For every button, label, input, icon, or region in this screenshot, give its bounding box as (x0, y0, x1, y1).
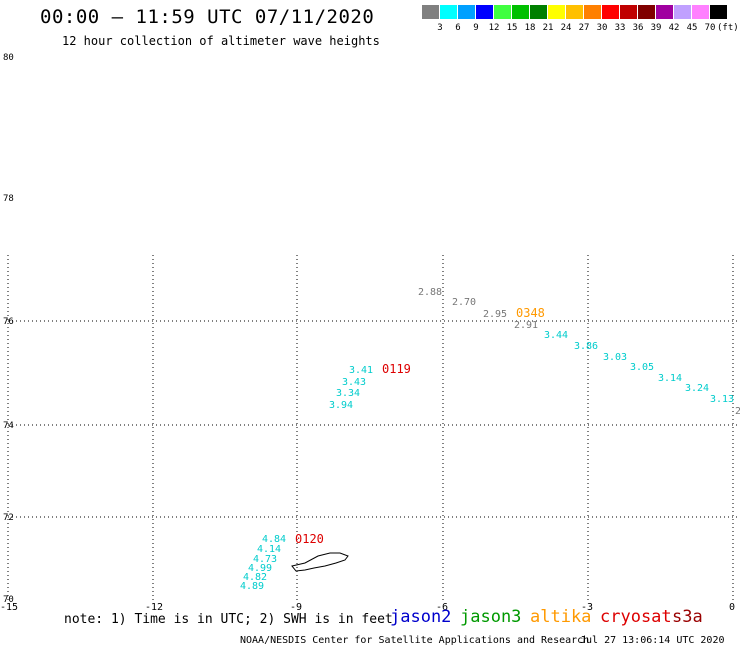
map-subtitle: 12 hour collection of altimeter wave hei… (62, 34, 380, 48)
legend-swatch (476, 5, 494, 19)
lon-label-0: 0 (729, 602, 735, 613)
wave-height-label: 3.41 (349, 365, 373, 376)
edge-wave-label: 2 (735, 406, 740, 417)
legend-label: 6 (455, 23, 461, 33)
legend-swatch (674, 5, 692, 19)
wave-height-label: 3.34 (336, 388, 360, 399)
legend-swatch (692, 5, 710, 19)
wave-height-label: 3.86 (574, 341, 598, 352)
wave-height-color-legend: 3 6 9 12 15 18 21 24 27 30 33 36 39 42 4… (422, 5, 739, 35)
lon-label-minus15: -15 (0, 602, 18, 613)
legend-swatch (548, 5, 566, 19)
generation-timestamp: Jul 27 13:06:14 UTC 2020 (580, 635, 725, 646)
cyan-wave-track-east: 3.44 3.86 3.03 3.05 3.14 3.24 3.13 (544, 330, 734, 405)
wave-height-label: 3.03 (603, 352, 627, 363)
lon-label-minus3: -3 (581, 602, 593, 613)
wave-height-label: 2.95 (483, 309, 507, 320)
legend-label: 12 (488, 23, 500, 33)
legend-swatch (440, 5, 458, 19)
satellite-legend-jason2: jason2 (390, 607, 452, 627)
legend-label: 27 (578, 23, 590, 33)
legend-label: 15 (506, 23, 518, 33)
wave-height-label: 3.43 (342, 377, 366, 388)
legend-label: 42 (668, 23, 680, 33)
pass-time-label: 0119 (382, 362, 411, 376)
satellite-legend-s3a: s3a (672, 607, 703, 627)
legend-label: 70 (704, 23, 716, 33)
lat-label-76: 76 (3, 317, 14, 327)
wave-height-label: 2.88 (418, 287, 442, 298)
legend-label: 24 (560, 23, 572, 33)
legend-label: 36 (632, 23, 644, 33)
lon-label-minus12: -12 (145, 602, 163, 613)
legend-label: 45 (686, 23, 698, 33)
legend-swatch (656, 5, 674, 19)
legend-swatch (638, 5, 656, 19)
wave-height-label: 3.13 (710, 394, 734, 405)
wave-height-label: 3.14 (658, 373, 682, 384)
legend-swatch (494, 5, 512, 19)
legend-swatch (710, 5, 728, 19)
wave-height-label: 4.73 (253, 554, 277, 565)
pass-time-label: 0348 (516, 306, 545, 320)
legend-label: 3 (437, 23, 443, 33)
satellite-legend-cryosat: cryosat (600, 607, 672, 627)
lat-label-72: 72 (3, 513, 14, 523)
wave-height-label: 4.14 (257, 544, 281, 555)
wave-height-label: 4.89 (240, 581, 264, 592)
wave-height-label: 3.05 (630, 362, 654, 373)
wave-height-label: 3.44 (544, 330, 568, 341)
legend-label: 9 (473, 23, 479, 33)
legend-swatch (530, 5, 548, 19)
lat-label-70: 70 (3, 595, 14, 605)
legend-swatch (566, 5, 584, 19)
wave-height-label: 4.84 (262, 534, 286, 545)
lat-label-80: 80 (3, 53, 14, 63)
satellite-legend-altika: altika (530, 607, 592, 627)
legend-swatch (602, 5, 620, 19)
cyan-wave-track-mid: 3.41 3.43 3.34 3.94 (329, 365, 373, 411)
wave-height-label: 3.24 (685, 383, 709, 394)
lat-label-78: 78 (3, 194, 14, 204)
units-note: note: 1) Time is in UTC; 2) SWH is in fe… (64, 612, 393, 627)
wave-height-label: 3.94 (329, 400, 353, 411)
legend-unit: (ft) (717, 23, 739, 33)
legend-swatch (512, 5, 530, 19)
jan-mayen-island-shape (291, 552, 349, 572)
legend-label: 30 (596, 23, 608, 33)
satellite-legend-jason3: jason3 (460, 607, 522, 627)
gray-wave-track: 2.88 2.70 2.95 2.91 (418, 287, 538, 331)
map-grid (7, 255, 740, 600)
legend-swatch (620, 5, 638, 19)
legend-swatch (584, 5, 602, 19)
wave-height-label: 2.70 (452, 297, 476, 308)
legend-label: 21 (542, 23, 554, 33)
legend-label: 18 (524, 23, 536, 33)
legend-swatch (458, 5, 476, 19)
legend-swatch (422, 5, 440, 19)
wave-height-label: 2.91 (514, 320, 538, 331)
pass-time-label: 0120 (295, 532, 324, 546)
lon-label-minus6: -6 (436, 602, 448, 613)
wave-height-label: 4.99 (248, 563, 272, 574)
legend-label: 39 (650, 23, 662, 33)
legend-label: 33 (614, 23, 626, 33)
lat-label-74: 74 (3, 421, 14, 431)
cyan-wave-track-south: 4.84 4.14 4.73 4.99 4.82 4.89 (240, 534, 286, 592)
lon-label-minus9: -9 (290, 602, 302, 613)
wave-height-label: 4.82 (243, 572, 267, 583)
credit-line: NOAA/NESDIS Center for Satellite Applica… (240, 635, 590, 646)
map-title: 00:00 – 11:59 UTC 07/11/2020 (40, 6, 375, 28)
